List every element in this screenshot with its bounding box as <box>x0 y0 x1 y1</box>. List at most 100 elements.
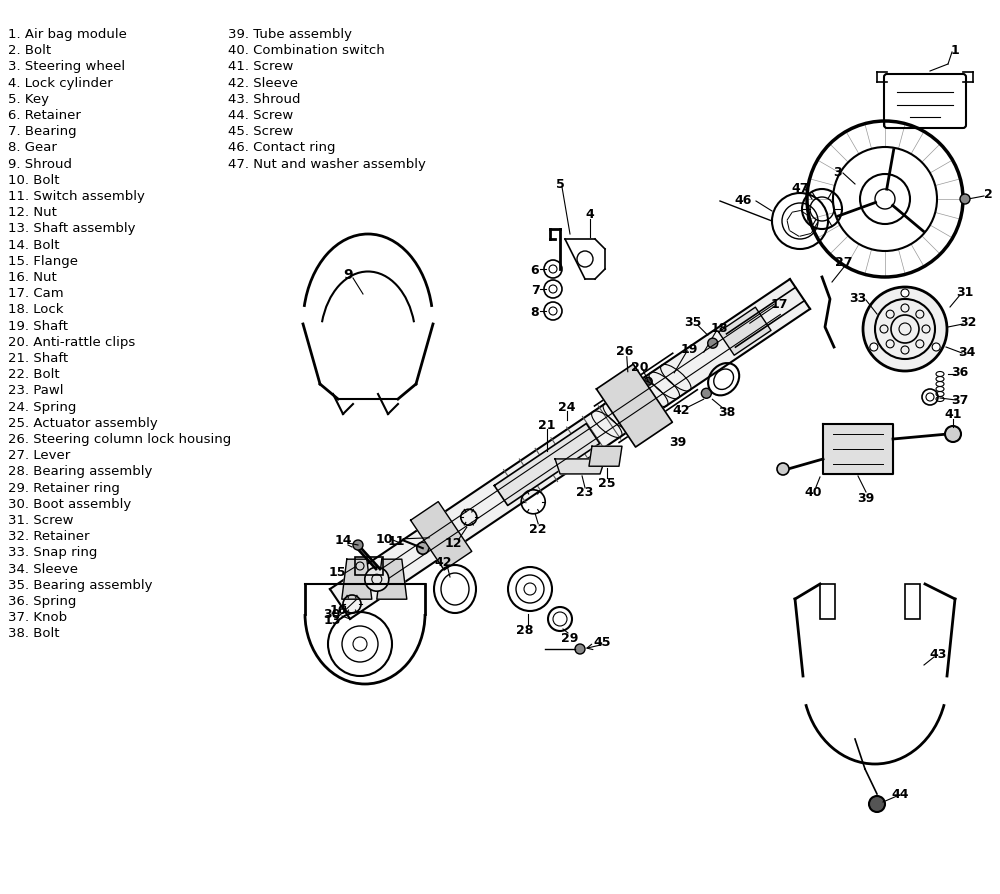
Text: 45: 45 <box>593 635 611 648</box>
Text: 27. Lever: 27. Lever <box>8 449 70 461</box>
Text: 11: 11 <box>387 535 405 548</box>
Circle shape <box>870 343 878 351</box>
Text: 6: 6 <box>531 263 539 276</box>
Circle shape <box>960 195 970 205</box>
Text: 45. Screw: 45. Screw <box>228 125 293 138</box>
Text: 17. Cam: 17. Cam <box>8 287 64 299</box>
Text: 30: 30 <box>323 608 341 620</box>
Text: 46: 46 <box>734 193 752 207</box>
Polygon shape <box>330 280 810 620</box>
Text: 23. Pawl: 23. Pawl <box>8 384 64 397</box>
Text: 5: 5 <box>556 178 564 191</box>
Circle shape <box>945 426 961 443</box>
Text: 20: 20 <box>631 360 649 374</box>
Text: 9: 9 <box>343 267 353 282</box>
Text: 3: 3 <box>834 165 842 178</box>
Text: 9. Shroud: 9. Shroud <box>8 157 72 171</box>
Text: 12: 12 <box>445 536 463 549</box>
Text: 43: 43 <box>929 648 947 661</box>
Text: 26: 26 <box>616 345 633 358</box>
Circle shape <box>353 540 363 551</box>
Text: 4. Lock cylinder: 4. Lock cylinder <box>8 77 113 89</box>
Text: 16: 16 <box>329 603 347 616</box>
Text: 18. Lock: 18. Lock <box>8 303 64 316</box>
Circle shape <box>863 288 947 372</box>
Text: 23: 23 <box>576 485 594 499</box>
Text: 25. Actuator assembly: 25. Actuator assembly <box>8 417 158 429</box>
Text: 37: 37 <box>951 393 969 406</box>
Text: 29. Retainer ring: 29. Retainer ring <box>8 481 120 494</box>
Text: 33. Snap ring: 33. Snap ring <box>8 546 97 559</box>
Circle shape <box>932 343 940 351</box>
Text: 10. Bolt: 10. Bolt <box>8 173 60 187</box>
Circle shape <box>365 568 389 592</box>
Text: 8: 8 <box>531 305 539 318</box>
Polygon shape <box>589 447 622 467</box>
Text: 19. Shaft: 19. Shaft <box>8 319 68 333</box>
Text: 20. Anti-rattle clips: 20. Anti-rattle clips <box>8 335 135 349</box>
Text: 32: 32 <box>959 316 977 329</box>
Circle shape <box>644 378 652 386</box>
Text: 42: 42 <box>673 403 690 417</box>
Text: 40: 40 <box>804 485 822 498</box>
Circle shape <box>644 396 652 404</box>
Polygon shape <box>494 424 600 506</box>
Polygon shape <box>555 460 605 475</box>
Text: 35: 35 <box>684 316 701 328</box>
Text: 1: 1 <box>951 44 959 56</box>
Polygon shape <box>377 560 407 600</box>
Text: 44. Screw: 44. Screw <box>228 109 293 122</box>
Text: 39: 39 <box>857 491 875 504</box>
Text: 25: 25 <box>598 477 616 489</box>
Text: 27: 27 <box>835 257 853 269</box>
Circle shape <box>708 339 718 349</box>
Polygon shape <box>719 308 771 356</box>
Text: 30. Boot assembly: 30. Boot assembly <box>8 497 131 510</box>
Text: 26. Steering column lock housing: 26. Steering column lock housing <box>8 433 231 445</box>
Text: 4: 4 <box>586 208 594 221</box>
Text: 36. Spring: 36. Spring <box>8 595 76 607</box>
Text: 14: 14 <box>334 533 352 546</box>
FancyBboxPatch shape <box>884 75 966 129</box>
Text: 33: 33 <box>849 291 867 304</box>
Circle shape <box>575 645 585 654</box>
Text: 38: 38 <box>718 405 735 418</box>
Text: 47: 47 <box>791 181 809 194</box>
Polygon shape <box>596 365 672 448</box>
Text: 40. Combination switch: 40. Combination switch <box>228 44 385 57</box>
Polygon shape <box>823 425 893 475</box>
Text: 12. Nut: 12. Nut <box>8 206 57 219</box>
Text: 34. Sleeve: 34. Sleeve <box>8 562 78 575</box>
Bar <box>820 585 835 620</box>
Text: 28: 28 <box>516 623 534 636</box>
Text: 29: 29 <box>561 631 579 644</box>
Text: 8. Gear: 8. Gear <box>8 141 57 155</box>
Text: 36: 36 <box>951 366 969 379</box>
Text: 42: 42 <box>434 555 452 568</box>
Text: 15. Flange: 15. Flange <box>8 255 78 267</box>
Text: 28. Bearing assembly: 28. Bearing assembly <box>8 465 152 478</box>
Text: 1. Air bag module: 1. Air bag module <box>8 28 127 41</box>
Text: 22: 22 <box>529 523 547 536</box>
Text: 7: 7 <box>531 283 539 296</box>
Bar <box>905 585 920 620</box>
Text: 18: 18 <box>710 321 727 334</box>
Text: 21: 21 <box>538 418 556 432</box>
Text: 43. Shroud: 43. Shroud <box>228 93 300 105</box>
Circle shape <box>869 797 885 812</box>
Text: 24. Spring: 24. Spring <box>8 401 76 413</box>
Circle shape <box>777 463 789 476</box>
Text: 13: 13 <box>323 613 340 626</box>
Circle shape <box>417 543 429 554</box>
Text: 31. Screw: 31. Screw <box>8 513 74 527</box>
Text: 21. Shaft: 21. Shaft <box>8 351 68 365</box>
Text: 32. Retainer: 32. Retainer <box>8 529 90 543</box>
Text: 41. Screw: 41. Screw <box>228 60 293 73</box>
Text: 15: 15 <box>328 565 346 578</box>
Polygon shape <box>411 502 472 570</box>
Text: 16. Nut: 16. Nut <box>8 271 57 283</box>
Text: 41: 41 <box>944 408 962 421</box>
Text: 5. Key: 5. Key <box>8 93 49 105</box>
Text: 42. Sleeve: 42. Sleeve <box>228 77 298 89</box>
Polygon shape <box>342 560 372 600</box>
